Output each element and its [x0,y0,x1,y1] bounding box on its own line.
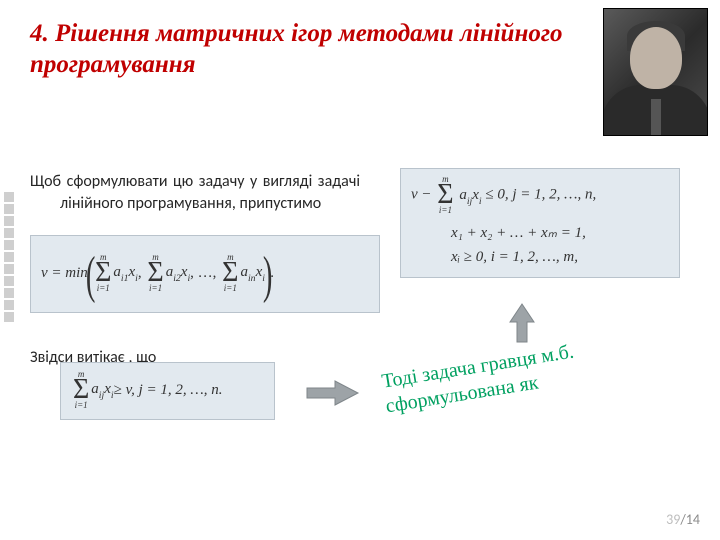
heading-number: 4. [30,20,49,47]
sigma-icon: m Σ i=1 [147,253,163,293]
formula-lp-system: v − m Σ i=1 aijxi ≤ 0, j = 1, 2, …, n, x… [400,168,680,278]
sigma-icon: m Σ i=1 [437,175,453,215]
sigma-icon: m Σ i=1 [95,253,111,293]
annotation-text: Тоді задача гравця м.б. сформульована як [380,320,704,419]
heading-text: Рішення матричних ігор методами лінійног… [30,20,563,78]
formula-constraint-geq: m Σ i=1 aijxi ≥ v, j = 1, 2, …, n. [60,362,275,420]
formula-v-min: v = min ( m Σ i=1 ai1xi , m Σ i=1 ai2xi … [30,235,380,313]
arrow-up-icon [507,302,537,344]
arrow-right-icon [305,378,360,408]
portrait-photo [603,8,708,136]
decor-squares [0,190,18,324]
page-number: 39/14 [666,511,700,528]
sigma-icon: m Σ i=1 [222,253,238,293]
sigma-icon: m Σ i=1 [73,370,89,410]
slide-heading: 4. Рішення матричних ігор методами ліній… [30,18,590,81]
paragraph-1: Щоб сформулювати цю задачу у вигляді зад… [30,171,360,214]
